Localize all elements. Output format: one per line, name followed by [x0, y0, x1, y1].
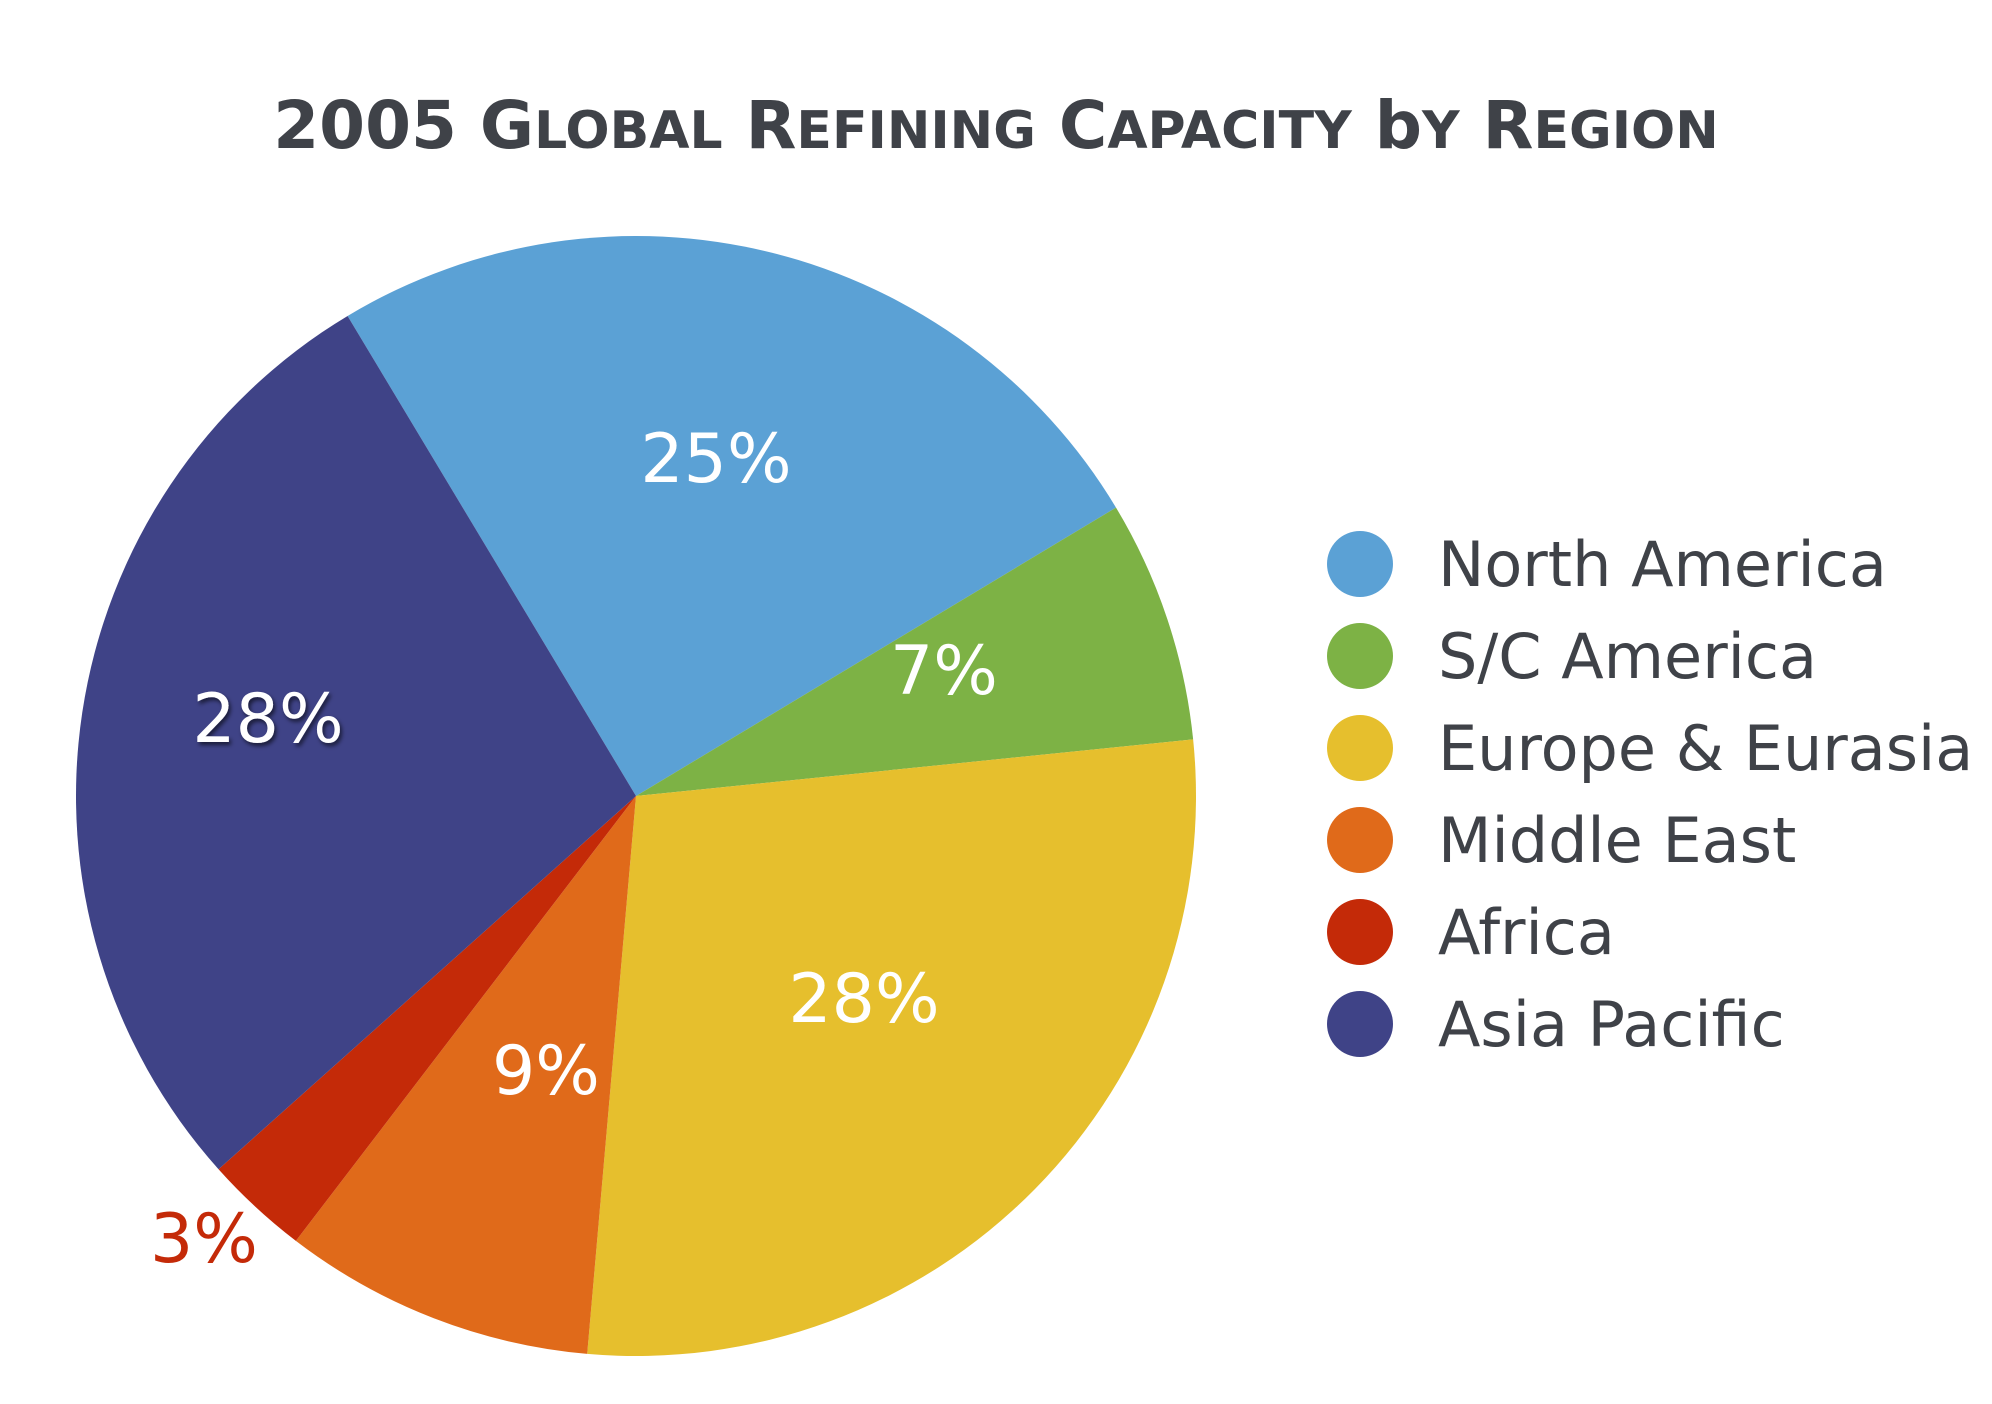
legend-item: Middle East — [1327, 804, 1796, 877]
slice-value-label: 28% — [788, 960, 939, 1039]
legend-label: Europe & Eurasia — [1438, 712, 1973, 785]
slice-value-label: 28% — [192, 680, 343, 759]
slice-value-label: 9% — [492, 1032, 600, 1111]
pie-slices — [75, 235, 1196, 1356]
legend-swatch — [1327, 531, 1393, 597]
legend-label: North America — [1438, 528, 1887, 601]
legend-item: Africa — [1327, 896, 1615, 969]
legend-item: Asia Pacific — [1327, 988, 1785, 1061]
slice-value-label: 7% — [890, 632, 998, 711]
pie-slice-middle-east — [295, 796, 636, 1354]
legend: North America S/C America Europe & Eurasia… — [1327, 528, 1973, 1061]
legend-swatch — [1327, 623, 1393, 689]
legend-label: S/C America — [1438, 620, 1817, 693]
legend-swatch — [1327, 899, 1393, 965]
legend-swatch — [1327, 807, 1393, 873]
pie-slice-north-america — [347, 235, 1117, 796]
legend-item: North America — [1327, 528, 1887, 601]
pie-slice-europe-eurasia — [587, 739, 1196, 1356]
slice-value-label: 25% — [640, 420, 791, 499]
legend-swatch — [1327, 715, 1393, 781]
legend-item: S/C America — [1327, 620, 1817, 693]
slice-value-label: 3% — [150, 1200, 258, 1279]
legend-label: Asia Pacific — [1438, 988, 1785, 1061]
chart-title: 2005 GLOBAL REFINING CAPACITY bY REGION — [273, 87, 1719, 164]
legend-item: Europe & Eurasia — [1327, 712, 1973, 785]
pie-slice-africa — [218, 796, 636, 1241]
pie-slice-asia-pacific — [75, 315, 636, 1170]
legend-swatch — [1327, 991, 1393, 1057]
pie-slice-s-c-america — [636, 507, 1194, 796]
legend-label: Middle East — [1438, 804, 1796, 877]
legend-label: Africa — [1438, 896, 1615, 969]
slice-labels: 25% 7% 28% 9% 3% 28% — [150, 420, 998, 1279]
